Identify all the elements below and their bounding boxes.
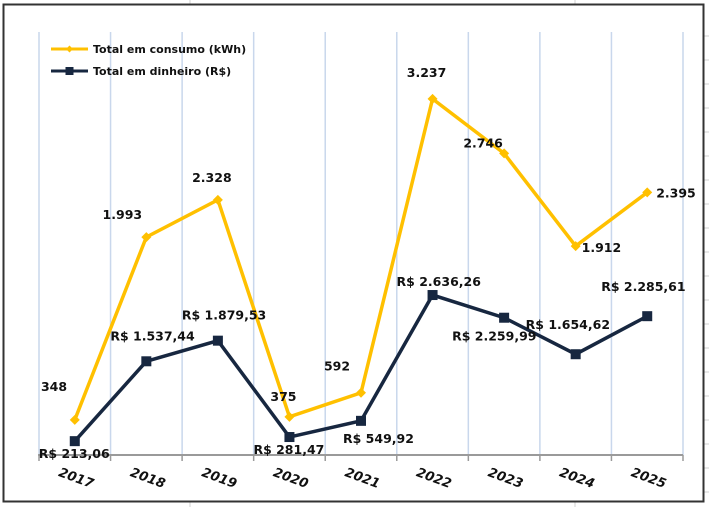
- point-money: [570, 349, 581, 360]
- data-label-kwh: 1.993: [103, 207, 143, 222]
- series-group: [69, 93, 653, 447]
- data-label-kwh: 592: [324, 359, 350, 374]
- data-label-kwh: 2.328: [192, 170, 232, 185]
- legend-money-label: Total em dinheiro (R$): [93, 65, 231, 78]
- point-money: [212, 335, 223, 346]
- data-label-money: R$ 213,06: [39, 446, 110, 461]
- point-kwh: [499, 148, 510, 159]
- point-money: [141, 356, 152, 367]
- data-labels-group: 348 1.993 2.328 375 592 3.237 2.746 1.912 2.395 R…: [39, 65, 696, 461]
- data-label-kwh: 2.746: [463, 135, 503, 150]
- data-label-money: R$ 2.259,99: [452, 329, 536, 344]
- legend-kwh-marker-icon: [66, 45, 73, 53]
- legend: Total em consumo (kWh) Total em dinheiro…: [51, 43, 246, 78]
- data-label-money: R$ 1.537,44: [110, 328, 195, 343]
- x-axis-ticks: [38, 455, 684, 461]
- data-label-kwh: 3.237: [407, 65, 447, 80]
- point-kwh: [212, 194, 223, 205]
- legend-kwh-label: Total em consumo (kWh): [93, 43, 246, 56]
- legend-money-marker-icon: [65, 67, 74, 75]
- data-label-kwh: 348: [41, 379, 67, 394]
- point-kwh: [427, 93, 438, 104]
- point-kwh: [642, 187, 653, 198]
- point-money: [284, 432, 295, 443]
- data-label-money: R$ 549,92: [343, 431, 414, 446]
- chart-frame: [2, 3, 705, 503]
- point-kwh: [141, 232, 152, 243]
- data-label-kwh: 1.912: [582, 240, 622, 255]
- point-kwh: [570, 241, 581, 252]
- data-label-kwh: 2.395: [656, 185, 696, 200]
- point-kwh: [69, 414, 80, 425]
- data-label-kwh: 375: [270, 389, 296, 404]
- point-money: [356, 415, 366, 426]
- data-label-money: R$ 2.636,26: [397, 274, 482, 289]
- point-money: [427, 290, 438, 301]
- point-kwh: [356, 387, 366, 398]
- data-label-money: R$ 1.879,53: [182, 308, 266, 323]
- point-money: [499, 312, 510, 323]
- point-kwh: [284, 411, 295, 422]
- point-money: [642, 311, 653, 322]
- data-label-money: R$ 1.654,62: [526, 317, 610, 332]
- vertical-gridlines: [38, 32, 684, 455]
- point-money: [69, 436, 80, 447]
- data-label-money: R$ 281,47: [253, 442, 324, 457]
- data-label-money: R$ 2.285,61: [601, 279, 685, 294]
